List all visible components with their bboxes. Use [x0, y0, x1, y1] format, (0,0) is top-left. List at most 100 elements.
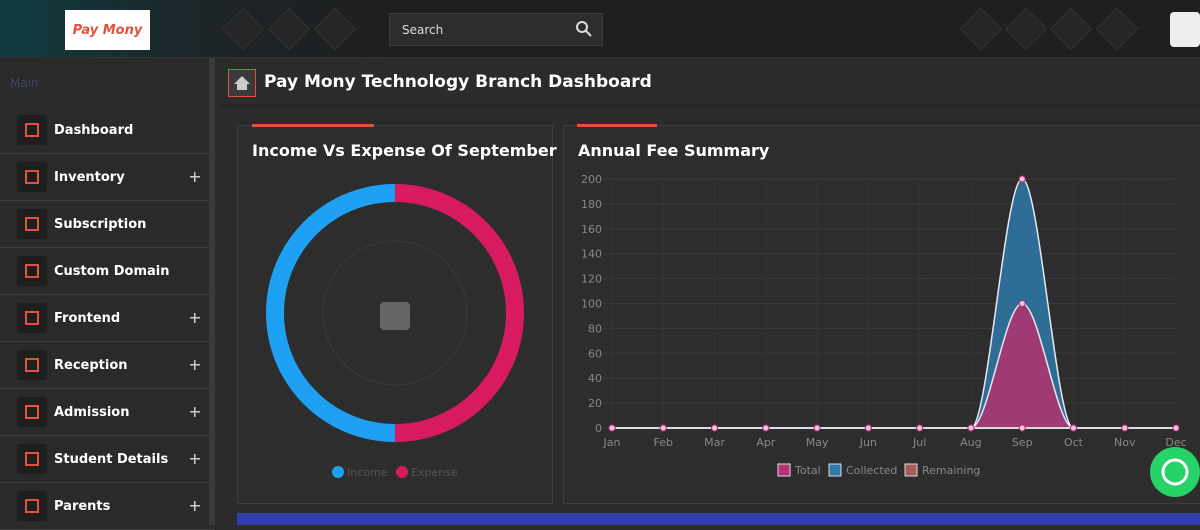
data-point — [711, 424, 719, 432]
legend-label: Remaining — [922, 464, 980, 477]
y-tick-label: 200 — [581, 173, 602, 186]
menu-label: Parents — [54, 498, 111, 514]
x-tick-label: Sep — [1012, 436, 1033, 449]
menu-label: Reception — [54, 357, 128, 373]
donut-inner-ring — [322, 240, 468, 386]
whatsapp-button[interactable] — [1150, 447, 1200, 497]
section-label: Main — [10, 76, 39, 90]
legend-label: Collected — [846, 464, 897, 477]
data-point — [1069, 424, 1077, 432]
data-point — [608, 424, 616, 432]
title-bar — [221, 58, 1200, 108]
data-point — [1121, 424, 1129, 432]
search-box[interactable]: Search — [389, 13, 603, 46]
expand-icon — [190, 360, 200, 370]
menu-icon — [17, 209, 47, 239]
expand-icon — [190, 407, 200, 417]
menu-label: Student Details — [54, 451, 169, 467]
data-point — [1018, 300, 1026, 307]
chart-title: Annual Fee Summary — [578, 141, 770, 160]
x-tick-label: Dec — [1165, 436, 1186, 449]
y-tick-label: 0 — [595, 422, 602, 435]
x-tick-label: Oct — [1064, 436, 1084, 449]
expand-icon — [190, 313, 200, 323]
avatar[interactable] — [1170, 12, 1200, 47]
menu-icon — [17, 256, 47, 286]
menu-item[interactable]: Subscription — [0, 201, 215, 248]
home-icon — [228, 69, 256, 97]
menu-icon — [17, 303, 47, 333]
menu-item[interactable]: Custom Domain — [0, 248, 215, 295]
bottom-cards — [237, 513, 1200, 525]
data-point — [864, 424, 872, 432]
expand-icon — [190, 454, 200, 464]
menu-item[interactable]: Student Details — [0, 436, 215, 483]
legend-label: Total — [794, 464, 821, 477]
expand-icon — [190, 172, 200, 182]
y-tick-label: 40 — [588, 372, 602, 385]
x-tick-label: Mar — [704, 436, 725, 449]
y-tick-label: 120 — [581, 273, 602, 286]
menu-item[interactable]: Dashboard — [0, 107, 215, 154]
data-point — [659, 424, 667, 432]
legend-label: Expense — [411, 466, 458, 479]
card-accent — [577, 124, 657, 127]
donut-segment — [394, 184, 524, 442]
y-tick-label: 80 — [588, 322, 602, 335]
menu-item[interactable]: Reception — [0, 342, 215, 389]
x-tick-label: Apr — [756, 436, 776, 449]
whatsapp-icon — [1161, 458, 1189, 486]
expand-icon — [190, 501, 200, 511]
donut-segment — [266, 184, 396, 442]
card-accent — [252, 124, 374, 127]
menu-item[interactable]: Frontend — [0, 295, 215, 342]
menu-label: Frontend — [54, 310, 121, 326]
menu-icon — [17, 397, 47, 427]
data-point — [1172, 424, 1180, 432]
y-tick-label: 20 — [588, 397, 602, 410]
legend-swatch — [396, 466, 408, 478]
x-tick-label: Jan — [603, 436, 621, 449]
data-point — [813, 424, 821, 432]
center-logo — [380, 302, 410, 330]
logo[interactable]: Pay Mony — [65, 10, 150, 50]
menu-label: Custom Domain — [54, 263, 170, 279]
menu-label: Subscription — [54, 216, 147, 232]
legend-swatch — [332, 466, 344, 478]
menu-item[interactable]: Inventory — [0, 154, 215, 201]
data-point — [967, 424, 975, 432]
menu-icon — [17, 491, 47, 521]
x-tick-label: May — [806, 436, 829, 449]
x-tick-label: Feb — [654, 436, 673, 449]
data-point — [762, 424, 770, 432]
menu-icon — [17, 162, 47, 192]
data-point — [1018, 424, 1026, 432]
menu-icon — [17, 115, 47, 145]
search-icon — [576, 21, 592, 37]
y-tick-label: 140 — [581, 248, 602, 261]
menu-label: Admission — [54, 404, 130, 420]
x-tick-label: Jul — [912, 436, 926, 449]
menu-icon — [17, 444, 47, 474]
chart-title: Income Vs Expense Of September — [252, 141, 557, 160]
menu-icon — [17, 350, 47, 380]
sidebar: Main Dashboard Inventory Subscription Custo… — [0, 58, 215, 530]
x-tick-label: Aug — [960, 436, 981, 449]
x-tick-label: Jun — [859, 436, 877, 449]
data-point — [1018, 175, 1026, 183]
y-tick-label: 180 — [581, 198, 602, 211]
legend-swatch — [904, 463, 918, 477]
legend-swatch — [828, 463, 842, 477]
y-tick-label: 60 — [588, 347, 602, 360]
menu-label: Dashboard — [54, 122, 134, 138]
area-series — [612, 302, 1176, 429]
menu-label: Inventory — [54, 169, 125, 185]
menu-item[interactable]: Admission — [0, 389, 215, 436]
y-tick-label: 100 — [581, 298, 602, 311]
legend-label: Income — [347, 466, 388, 479]
area-card — [563, 125, 1200, 504]
legend-swatch — [777, 463, 791, 477]
page-title: Pay Mony Technology Branch Dashboard — [264, 72, 652, 92]
